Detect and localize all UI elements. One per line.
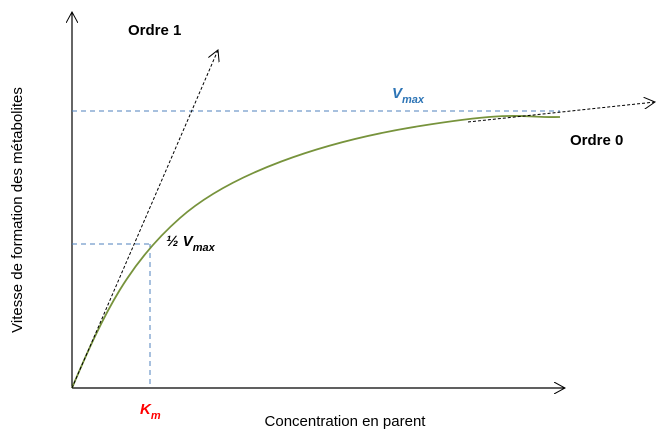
order0-arrow [467, 102, 655, 123]
vmax-label: Vmax [392, 85, 425, 106]
saturation-curve [71, 114, 561, 389]
km-main: K [140, 401, 152, 418]
x-axis-label: Concentration en parent [265, 413, 427, 430]
vmax-main: V [392, 85, 404, 102]
half-vmax-label: ½ Vmax [166, 233, 216, 254]
vmax-sub: max [402, 94, 425, 106]
order1-arrow [71, 50, 218, 389]
km-sub: m [151, 410, 161, 422]
half-vmax-sub: max [193, 242, 216, 254]
km-label: Km [140, 401, 161, 422]
order1-label: Ordre 1 [128, 22, 181, 39]
half-vmax-main: ½ V [166, 233, 195, 250]
order0-label: Ordre 0 [570, 132, 623, 149]
y-axis-label: Vitesse de formation des métabolites [9, 87, 26, 333]
